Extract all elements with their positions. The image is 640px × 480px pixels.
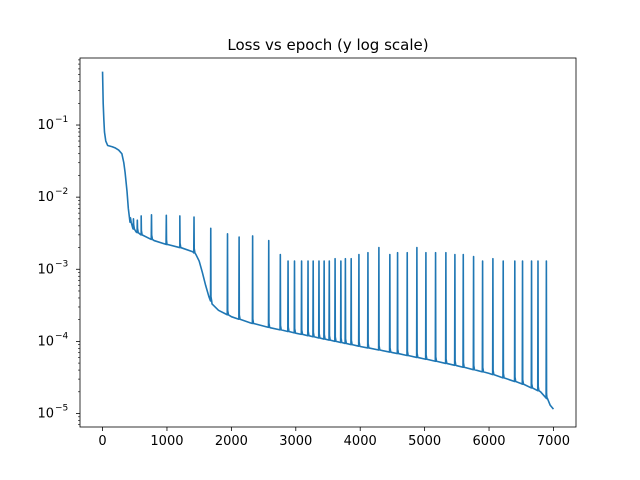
y-tick-label: 10: [37, 190, 54, 205]
y-tick-exponent: −5: [55, 404, 68, 414]
x-tick-label: 6000: [472, 434, 505, 449]
y-tick-label: 10: [37, 407, 54, 422]
x-tick-label: 4000: [344, 434, 377, 449]
y-tick-label: 10: [37, 334, 54, 349]
y-tick-exponent: −4: [55, 331, 69, 341]
y-tick-exponent: −2: [55, 187, 68, 197]
y-tick-label: 10: [37, 118, 54, 133]
plot-area: [101, 71, 555, 410]
y-tick-exponent: −1: [55, 115, 68, 125]
chart-title: Loss vs epoch (y log scale): [227, 36, 428, 54]
loss-series-line: [101, 71, 555, 410]
axes-frame: [79, 57, 577, 428]
x-tick-label: 1000: [150, 434, 183, 449]
x-tick-label: 7000: [537, 434, 570, 449]
x-tick-label: 5000: [408, 434, 441, 449]
y-tick-exponent: −3: [55, 259, 68, 269]
x-tick-label: 0: [98, 434, 106, 449]
x-tick-label: 2000: [215, 434, 248, 449]
y-tick-label: 10: [37, 262, 54, 277]
x-tick-label: 3000: [279, 434, 312, 449]
